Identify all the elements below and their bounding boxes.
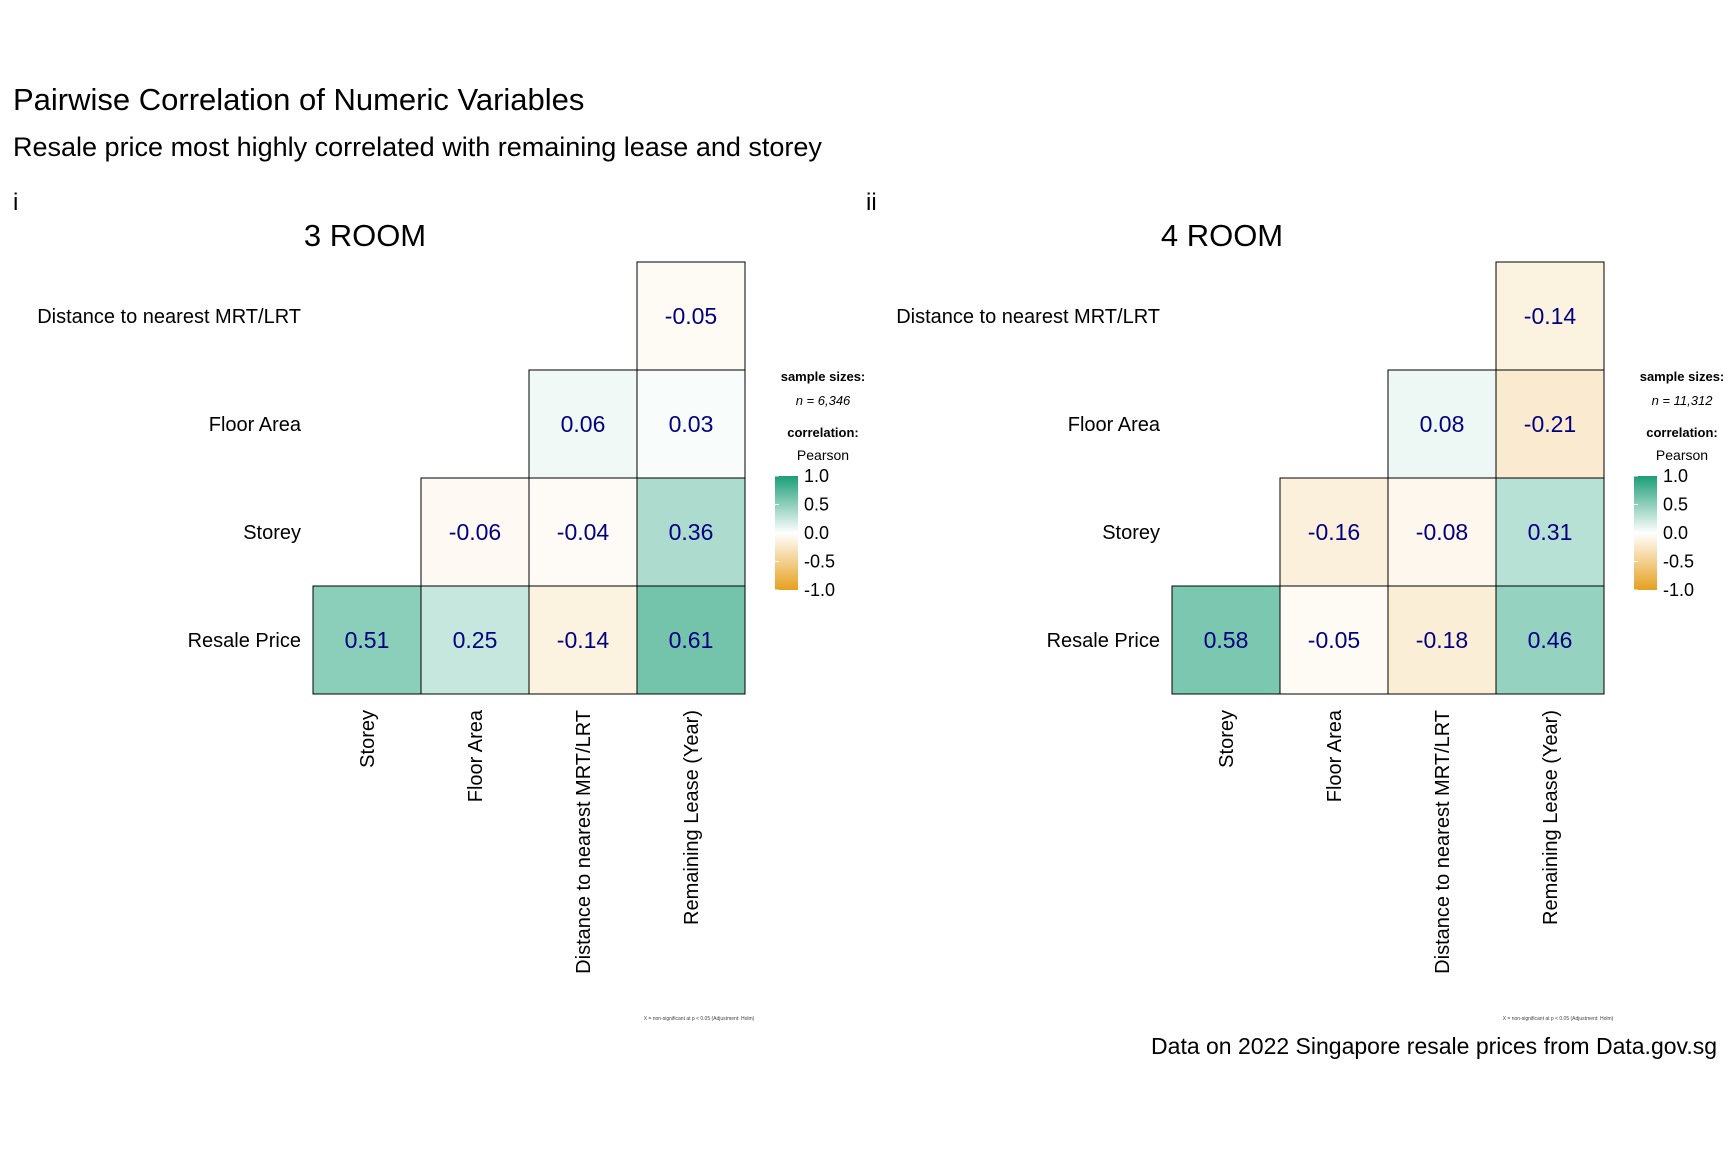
column-label: Storey xyxy=(357,710,379,768)
heatmap-cell xyxy=(420,477,530,587)
significance-footnote: X = non-significant at p < 0.05 (Adjustm… xyxy=(1503,1016,1614,1022)
row-label: Storey xyxy=(243,522,301,544)
heatmap-cell xyxy=(1495,369,1605,479)
legend-tick-label: 0.0 xyxy=(804,523,829,543)
legend-sample-title: sample sizes: xyxy=(781,369,866,384)
heatmap-cell xyxy=(636,369,746,479)
row-label: Resale Price xyxy=(1047,630,1160,652)
legend-correlation-title: correlation: xyxy=(787,425,859,440)
heatmap-cell xyxy=(528,585,638,695)
row-label: Floor Area xyxy=(1068,414,1161,436)
row-label: Floor Area xyxy=(209,414,302,436)
heatmap-cell xyxy=(312,585,422,695)
heatmap-panel-1: i 3 ROOM Distance to nearest MRT/LRT Floor … xyxy=(13,189,865,1022)
figure-subtitle: Resale price most highly correlated with… xyxy=(13,132,822,162)
heatmap-panel-2: ii 4 ROOM Distance to nearest MRT/LRT Floor… xyxy=(866,189,1724,1022)
heatmap-cell xyxy=(528,477,638,587)
legend-sample-size: n = 11,312 xyxy=(1652,393,1714,408)
heatmap-cell xyxy=(636,261,746,371)
legend-sample-size: n = 6,346 xyxy=(796,393,851,408)
figure-caption: Data on 2022 Singapore resale prices fro… xyxy=(1151,1033,1717,1059)
column-label: Remaining Lease (Year) xyxy=(681,710,703,925)
cell-value-label: 0.08 xyxy=(1420,411,1465,437)
panel-title: 3 ROOM xyxy=(304,218,426,253)
cell-value-label: 0.03 xyxy=(669,411,714,437)
heatmap-cell xyxy=(1279,477,1389,587)
cell-value-label: -0.14 xyxy=(1524,303,1577,329)
legend-tick-label: 1.0 xyxy=(804,466,829,486)
cell-value-label: -0.14 xyxy=(557,627,610,653)
legend-tick-label: -1.0 xyxy=(1663,580,1694,600)
heatmap-cell xyxy=(636,585,746,695)
cell-value-label: -0.05 xyxy=(1308,627,1360,653)
cell-value-label: -0.05 xyxy=(665,303,717,329)
cell-value-label: -0.04 xyxy=(557,519,610,545)
heatmap-cell xyxy=(1387,585,1497,695)
heatmap-cell xyxy=(1387,477,1497,587)
heatmap-cell xyxy=(528,369,638,479)
column-label: Floor Area xyxy=(1324,709,1346,802)
figure-title: Pairwise Correlation of Numeric Variable… xyxy=(13,82,584,117)
row-label: Distance to nearest MRT/LRT xyxy=(37,306,301,328)
cell-value-label: -0.08 xyxy=(1416,519,1468,545)
legend-colorbar xyxy=(1634,476,1657,590)
cell-value-label: -0.16 xyxy=(1308,519,1360,545)
legend-correlation-method: Pearson xyxy=(1656,447,1708,463)
legend-tick-label: 0.5 xyxy=(804,495,829,515)
significance-footnote: X = non-significant at p < 0.05 (Adjustm… xyxy=(644,1016,755,1022)
panel-title: 4 ROOM xyxy=(1161,218,1283,253)
cell-value-label: 0.25 xyxy=(453,627,498,653)
cell-value-label: 0.51 xyxy=(345,627,390,653)
legend-tick-label: 0.5 xyxy=(1663,495,1688,515)
cell-value-label: -0.18 xyxy=(1416,627,1468,653)
column-label: Storey xyxy=(1216,710,1238,768)
cell-value-label: 0.31 xyxy=(1528,519,1573,545)
cell-value-label: 0.36 xyxy=(669,519,714,545)
cell-value-label: 0.46 xyxy=(1528,627,1573,653)
cell-value-label: 0.06 xyxy=(561,411,606,437)
legend-tick-label: 1.0 xyxy=(1663,466,1688,486)
panels: i 3 ROOM Distance to nearest MRT/LRT Floor … xyxy=(13,189,1724,1022)
legend-correlation-method: Pearson xyxy=(797,447,849,463)
legend-correlation-title: correlation: xyxy=(1646,425,1718,440)
legend-tick-label: -0.5 xyxy=(804,552,835,572)
column-label: Remaining Lease (Year) xyxy=(1540,710,1562,925)
row-label: Resale Price xyxy=(188,630,301,652)
cell-value-label: 0.61 xyxy=(669,627,714,653)
legend-tick-label: -1.0 xyxy=(804,580,835,600)
legend-colorbar xyxy=(775,476,798,590)
column-label: Distance to nearest MRT/LRT xyxy=(573,710,595,974)
legend-sample-title: sample sizes: xyxy=(1640,369,1725,384)
cell-value-label: -0.06 xyxy=(449,519,501,545)
heatmap-cell xyxy=(1495,585,1605,695)
panel-tag: ii xyxy=(866,189,877,216)
heatmap-cell xyxy=(420,585,530,695)
legend-tick-label: 0.0 xyxy=(1663,523,1688,543)
legend-tick-label: -0.5 xyxy=(1663,552,1694,572)
row-label: Distance to nearest MRT/LRT xyxy=(896,306,1160,328)
heatmap-cell xyxy=(636,477,746,587)
heatmap-cell xyxy=(1387,369,1497,479)
column-label: Floor Area xyxy=(465,709,487,802)
cell-value-label: 0.58 xyxy=(1204,627,1249,653)
row-label: Storey xyxy=(1102,522,1160,544)
heatmap-cell xyxy=(1279,585,1389,695)
panel-tag: i xyxy=(13,189,18,216)
cell-value-label: -0.21 xyxy=(1524,411,1576,437)
column-label: Distance to nearest MRT/LRT xyxy=(1432,710,1454,974)
heatmap-cell xyxy=(1171,585,1281,695)
heatmap-cell xyxy=(1495,477,1605,587)
heatmap-cell xyxy=(1495,261,1605,371)
